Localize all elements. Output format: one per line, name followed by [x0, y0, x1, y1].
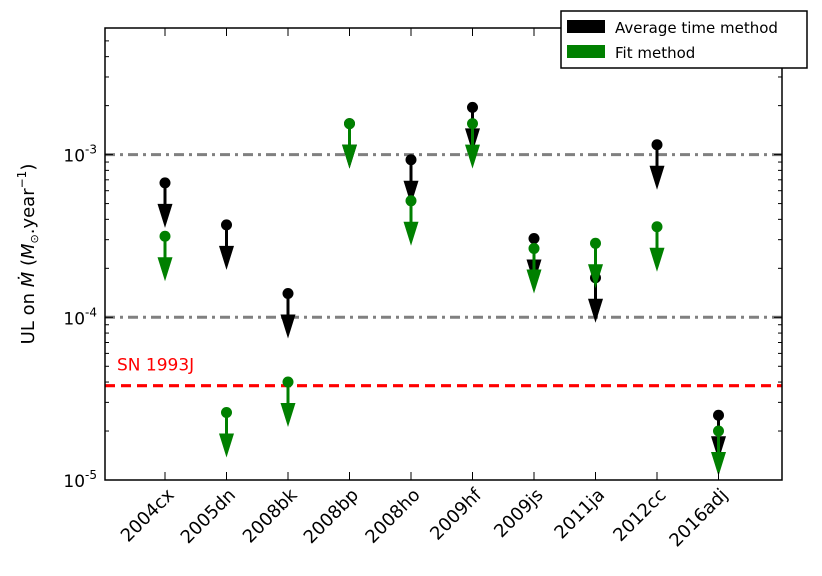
- marker-fit-method-2008bk-dot: [282, 376, 294, 388]
- marker-fit-method-2008bp-dot: [344, 118, 355, 130]
- marker-average-time-method-2004cx: [157, 177, 173, 228]
- marker-average-time-method-2008ho: [403, 154, 419, 205]
- y-tick-base: 10: [63, 147, 85, 167]
- marker-fit-method-2008bk-arrowhead: [280, 403, 296, 428]
- marker-fit-method-2016adj-arrowhead: [711, 452, 726, 477]
- y-tick-exp: -4: [85, 305, 97, 319]
- x-tick-label-2009js: 2009js: [490, 485, 547, 542]
- y-axis-ticks: 10-510-410-3: [63, 27, 782, 492]
- marker-average-time-method-2016adj-dot: [713, 409, 724, 421]
- marker-fit-method-2011ja-dot: [590, 237, 601, 249]
- plot-frame: [104, 27, 783, 481]
- x-tick-label-2009hf: 2009hf: [426, 484, 486, 544]
- legend-swatch-fit: [567, 45, 605, 58]
- marker-average-time-method-2008ho-arrowhead: [403, 180, 419, 205]
- y-label-mdot: Ṁ: [18, 271, 39, 287]
- y-tick-label: 10-3: [63, 143, 97, 167]
- marker-fit-method-2011ja: [588, 237, 603, 289]
- marker-fit-method-2016adj-dot: [713, 425, 724, 437]
- marker-fit-method-2009js: [526, 242, 542, 294]
- marker-fit-method-2008bp: [342, 118, 357, 169]
- y-axis-label: UL on Ṁ (M⊙.year−1): [15, 164, 41, 345]
- marker-average-time-method-2005dn-dot: [221, 219, 232, 231]
- marker-average-time-method-2008bk-dot: [282, 288, 294, 300]
- y-label-msun: M: [18, 243, 39, 259]
- marker-average-time-method-2008ho-dot: [405, 154, 417, 166]
- y-tick-label: 10-5: [63, 468, 97, 492]
- y-label-paren-open: (: [18, 259, 39, 272]
- marker-fit-method-2012cc: [649, 221, 665, 272]
- marker-average-time-method-2009js-dot: [528, 233, 540, 245]
- marker-fit-method-2009js-dot: [528, 242, 540, 254]
- legend-label-average: Average time method: [615, 19, 778, 37]
- marker-average-time-method-2008bk: [280, 288, 296, 339]
- x-tick-label-2008bk: 2008bk: [239, 484, 302, 547]
- marker-average-time-method-2005dn: [219, 219, 234, 270]
- x-tick-label-2016adj: 2016adj: [665, 485, 732, 552]
- y-label-year: .year: [18, 188, 39, 234]
- marker-average-time-method-2012cc-arrowhead: [649, 165, 665, 190]
- marker-fit-method-2004cx-arrowhead: [157, 257, 173, 282]
- marker-average-time-method-2009hf-dot: [467, 101, 478, 113]
- marker-fit-method-2008bp-arrowhead: [342, 144, 357, 169]
- marker-fit-method-2009hf: [465, 118, 480, 169]
- y-tick-base: 10: [63, 472, 85, 492]
- sn1993j-label: SN 1993J: [117, 356, 194, 376]
- marker-average-time-method-2004cx-dot: [159, 177, 171, 189]
- y-tick-exp: -5: [85, 468, 97, 482]
- marker-fit-method-2008ho: [403, 195, 419, 246]
- legend-swatch-average: [567, 20, 605, 33]
- marker-fit-method-2016adj: [711, 425, 726, 477]
- marker-fit-method-2009hf-dot: [467, 118, 478, 130]
- marker-fit-method-2009js-arrowhead: [526, 269, 542, 294]
- marker-average-time-method-2004cx-arrowhead: [157, 203, 173, 228]
- x-tick-label-2005dn: 2005dn: [177, 485, 240, 548]
- legend-label-fit: Fit method: [615, 44, 695, 62]
- marker-fit-method-2008ho-arrowhead: [403, 221, 419, 246]
- marker-fit-method-2012cc-dot: [651, 221, 663, 233]
- marker-fit-method-2011ja-arrowhead: [588, 264, 603, 289]
- y-label-exp: −1: [15, 171, 29, 189]
- y-tick-label: 10-4: [63, 305, 97, 329]
- y-tick-base: 10: [63, 309, 85, 329]
- x-tick-label-2004cx: 2004cx: [117, 484, 179, 546]
- marker-average-time-method-2012cc: [649, 139, 665, 190]
- y-label-paren-close: ): [18, 164, 39, 171]
- x-tick-label-2008bp: 2008bp: [300, 485, 363, 548]
- y-label-prefix: UL on: [18, 287, 39, 344]
- y-tick-exp: -3: [85, 143, 97, 157]
- marker-fit-method-2005dn-arrowhead: [219, 433, 234, 458]
- marker-fit-method-2005dn: [219, 406, 234, 458]
- marker-fit-method-2008bk: [280, 376, 296, 428]
- marker-average-time-method-2011ja-arrowhead: [588, 298, 603, 323]
- data-markers: [157, 101, 726, 477]
- marker-fit-method-2004cx-dot: [159, 230, 171, 242]
- x-tick-label-2011ja: 2011ja: [550, 485, 609, 544]
- x-tick-label-2008ho: 2008ho: [361, 485, 424, 548]
- marker-average-time-method-2012cc-dot: [651, 139, 663, 151]
- marker-fit-method-2009hf-arrowhead: [465, 144, 480, 169]
- marker-average-time-method-2008bk-arrowhead: [280, 314, 296, 339]
- legend: Average time method Fit method: [560, 10, 808, 69]
- y-label-sun-sub: ⊙: [28, 234, 41, 243]
- marker-fit-method-2012cc-arrowhead: [649, 247, 665, 272]
- marker-fit-method-2004cx: [157, 230, 173, 282]
- marker-fit-method-2008ho-dot: [405, 195, 417, 207]
- marker-average-time-method-2005dn-arrowhead: [219, 245, 234, 270]
- reference-lines: [105, 153, 782, 388]
- marker-fit-method-2005dn-dot: [221, 406, 232, 418]
- x-tick-label-2012cc: 2012cc: [609, 485, 670, 546]
